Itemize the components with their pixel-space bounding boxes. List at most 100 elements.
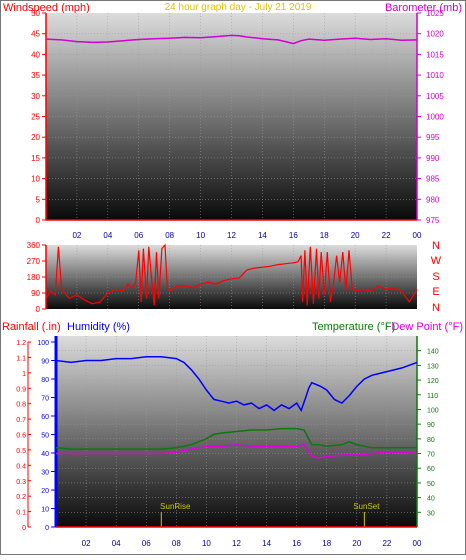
windspeed-axis-label: Windspeed (mph): [3, 2, 90, 14]
humidity-tick-label: 20: [41, 488, 49, 495]
temperature-tick-label: 30: [427, 510, 435, 517]
p1-ytick-label: 20: [31, 133, 40, 142]
temperature-legend-label: Temperature (°F): [312, 321, 395, 333]
rainfall-tick-label: 0.3: [16, 479, 26, 486]
p3-xtick-label: 16: [292, 539, 301, 548]
p2-ytick-label: 180: [27, 273, 41, 282]
barometer-axis-label: Barometer (mb): [385, 2, 462, 14]
rainfall-tick-label: 0.9: [16, 386, 26, 393]
humidity-tick-label: 0: [45, 525, 49, 532]
p3-xtick-label: 02: [82, 539, 91, 548]
p3-xtick-label: 20: [352, 539, 361, 548]
rainfall-tick-label: 0.6: [16, 433, 26, 440]
p1-xtick-label: 16: [289, 231, 298, 240]
p1-ytick-label: 45: [31, 30, 40, 39]
p1-y2tick-label: 995: [426, 133, 440, 142]
direction-label-4: E: [432, 286, 439, 298]
rainfall-tick-label: 1: [22, 371, 26, 378]
p1-xtick-label: 06: [134, 231, 143, 240]
sunrise-label: SunRise: [160, 502, 191, 511]
temperature-tick-label: 40: [427, 496, 435, 503]
p1-ytick-label: 35: [31, 71, 40, 80]
rainfall-tick-label: 0.4: [16, 463, 26, 470]
p2-ytick-label: 270: [27, 257, 41, 266]
humidity-tick-label: 100: [37, 340, 49, 347]
temperature-tick-label: 100: [427, 407, 439, 414]
temperature-line: [55, 427, 417, 450]
p1-y2tick-label: 1020: [426, 30, 444, 39]
direction-label-3: S: [432, 271, 439, 283]
temperature-tick-label: 120: [427, 378, 439, 385]
p1-y2tick-label: 975: [426, 216, 440, 225]
rainfall-tick-label: 0.5: [16, 448, 26, 455]
p1-xtick-label: 22: [382, 231, 391, 240]
p1-xtick-label: 08: [165, 231, 174, 240]
p3-xtick-label: 08: [172, 539, 181, 548]
humidity-tick-label: 50: [41, 433, 49, 440]
humidity-legend-label: Humidity (%): [67, 321, 130, 333]
p1-xtick-label: 20: [351, 231, 360, 240]
rainfall-tick-label: 0.2: [16, 494, 26, 501]
p1-ytick-label: 0: [36, 216, 41, 225]
p1-y2tick-label: 980: [426, 195, 440, 204]
direction-label-5: N: [432, 302, 440, 314]
p3-xtick-label: 04: [112, 539, 121, 548]
graph-title: 24 hour graph day - July 21 2019: [165, 2, 312, 13]
humidity-tick-label: 10: [41, 507, 49, 514]
temperature-tick-label: 60: [427, 466, 435, 473]
p3-xtick-label: 14: [262, 539, 271, 548]
p1-y2tick-label: 985: [426, 175, 440, 184]
temperature-tick-label: 80: [427, 437, 435, 444]
p3-xtick-label: 18: [322, 539, 331, 548]
humidity-tick-label: 30: [41, 470, 49, 477]
p1-ytick-label: 25: [31, 113, 40, 122]
p3-xtick-label: 00: [413, 539, 422, 548]
dewpoint-line: [56, 443, 418, 459]
p1-ytick-label: 15: [31, 154, 40, 163]
p2-ytick-label: 90: [31, 289, 40, 298]
temperature-tick-label: 130: [427, 363, 439, 370]
p1-y2tick-label: 1005: [426, 92, 444, 101]
temperature-tick-label: 110: [427, 393, 438, 400]
p3-xtick-label: 12: [232, 539, 241, 548]
humidity-tick-label: 70: [41, 396, 49, 403]
p1-ytick-label: 40: [31, 50, 40, 59]
p1-xtick-label: 10: [196, 231, 205, 240]
p1-ytick-label: 30: [31, 92, 40, 101]
sunset-label: SunSet: [353, 502, 380, 511]
p1-xtick-label: 18: [320, 231, 329, 240]
temperature-tick-label: 140: [427, 349, 439, 356]
barometer-line: [45, 34, 418, 45]
humidity-tick-label: 60: [41, 414, 49, 421]
p1-xtick-label: 04: [103, 231, 112, 240]
rainfall-tick-label: 0.7: [16, 417, 26, 424]
p3-xtick-label: 06: [142, 539, 151, 548]
direction-label-1: N: [432, 240, 440, 252]
p1-ytick-label: 50: [31, 9, 40, 18]
humidity-line: [55, 356, 418, 413]
p1-xtick-label: 12: [227, 231, 236, 240]
p1-xtick-label: 00: [413, 231, 422, 240]
p3-xtick-label: 10: [202, 539, 211, 548]
p1-y2tick-label: 1015: [426, 50, 444, 59]
temperature-tick-label: 70: [427, 452, 435, 459]
wind-direction-line: [45, 243, 418, 306]
temperature-tick-label: 50: [427, 481, 435, 488]
p1-y2tick-label: 1000: [426, 113, 444, 122]
p2-ytick-label: 0: [36, 305, 41, 314]
p1-y2tick-label: 1025: [426, 9, 444, 18]
rainfall-tick-label: 0: [22, 525, 26, 532]
p1-ytick-label: 5: [36, 195, 41, 204]
direction-label-2: W: [431, 255, 442, 267]
p1-y2tick-label: 1010: [426, 71, 444, 80]
humidity-tick-label: 80: [41, 377, 49, 384]
p1-ytick-label: 10: [31, 175, 40, 184]
p1-xtick-label: 02: [72, 231, 81, 240]
p1-y2tick-label: 990: [426, 154, 440, 163]
p2-ytick-label: 360: [27, 241, 41, 250]
p3-xtick-label: 22: [382, 539, 391, 548]
temperature-tick-label: 90: [427, 422, 435, 429]
rainfall-tick-label: 1.2: [16, 340, 26, 347]
